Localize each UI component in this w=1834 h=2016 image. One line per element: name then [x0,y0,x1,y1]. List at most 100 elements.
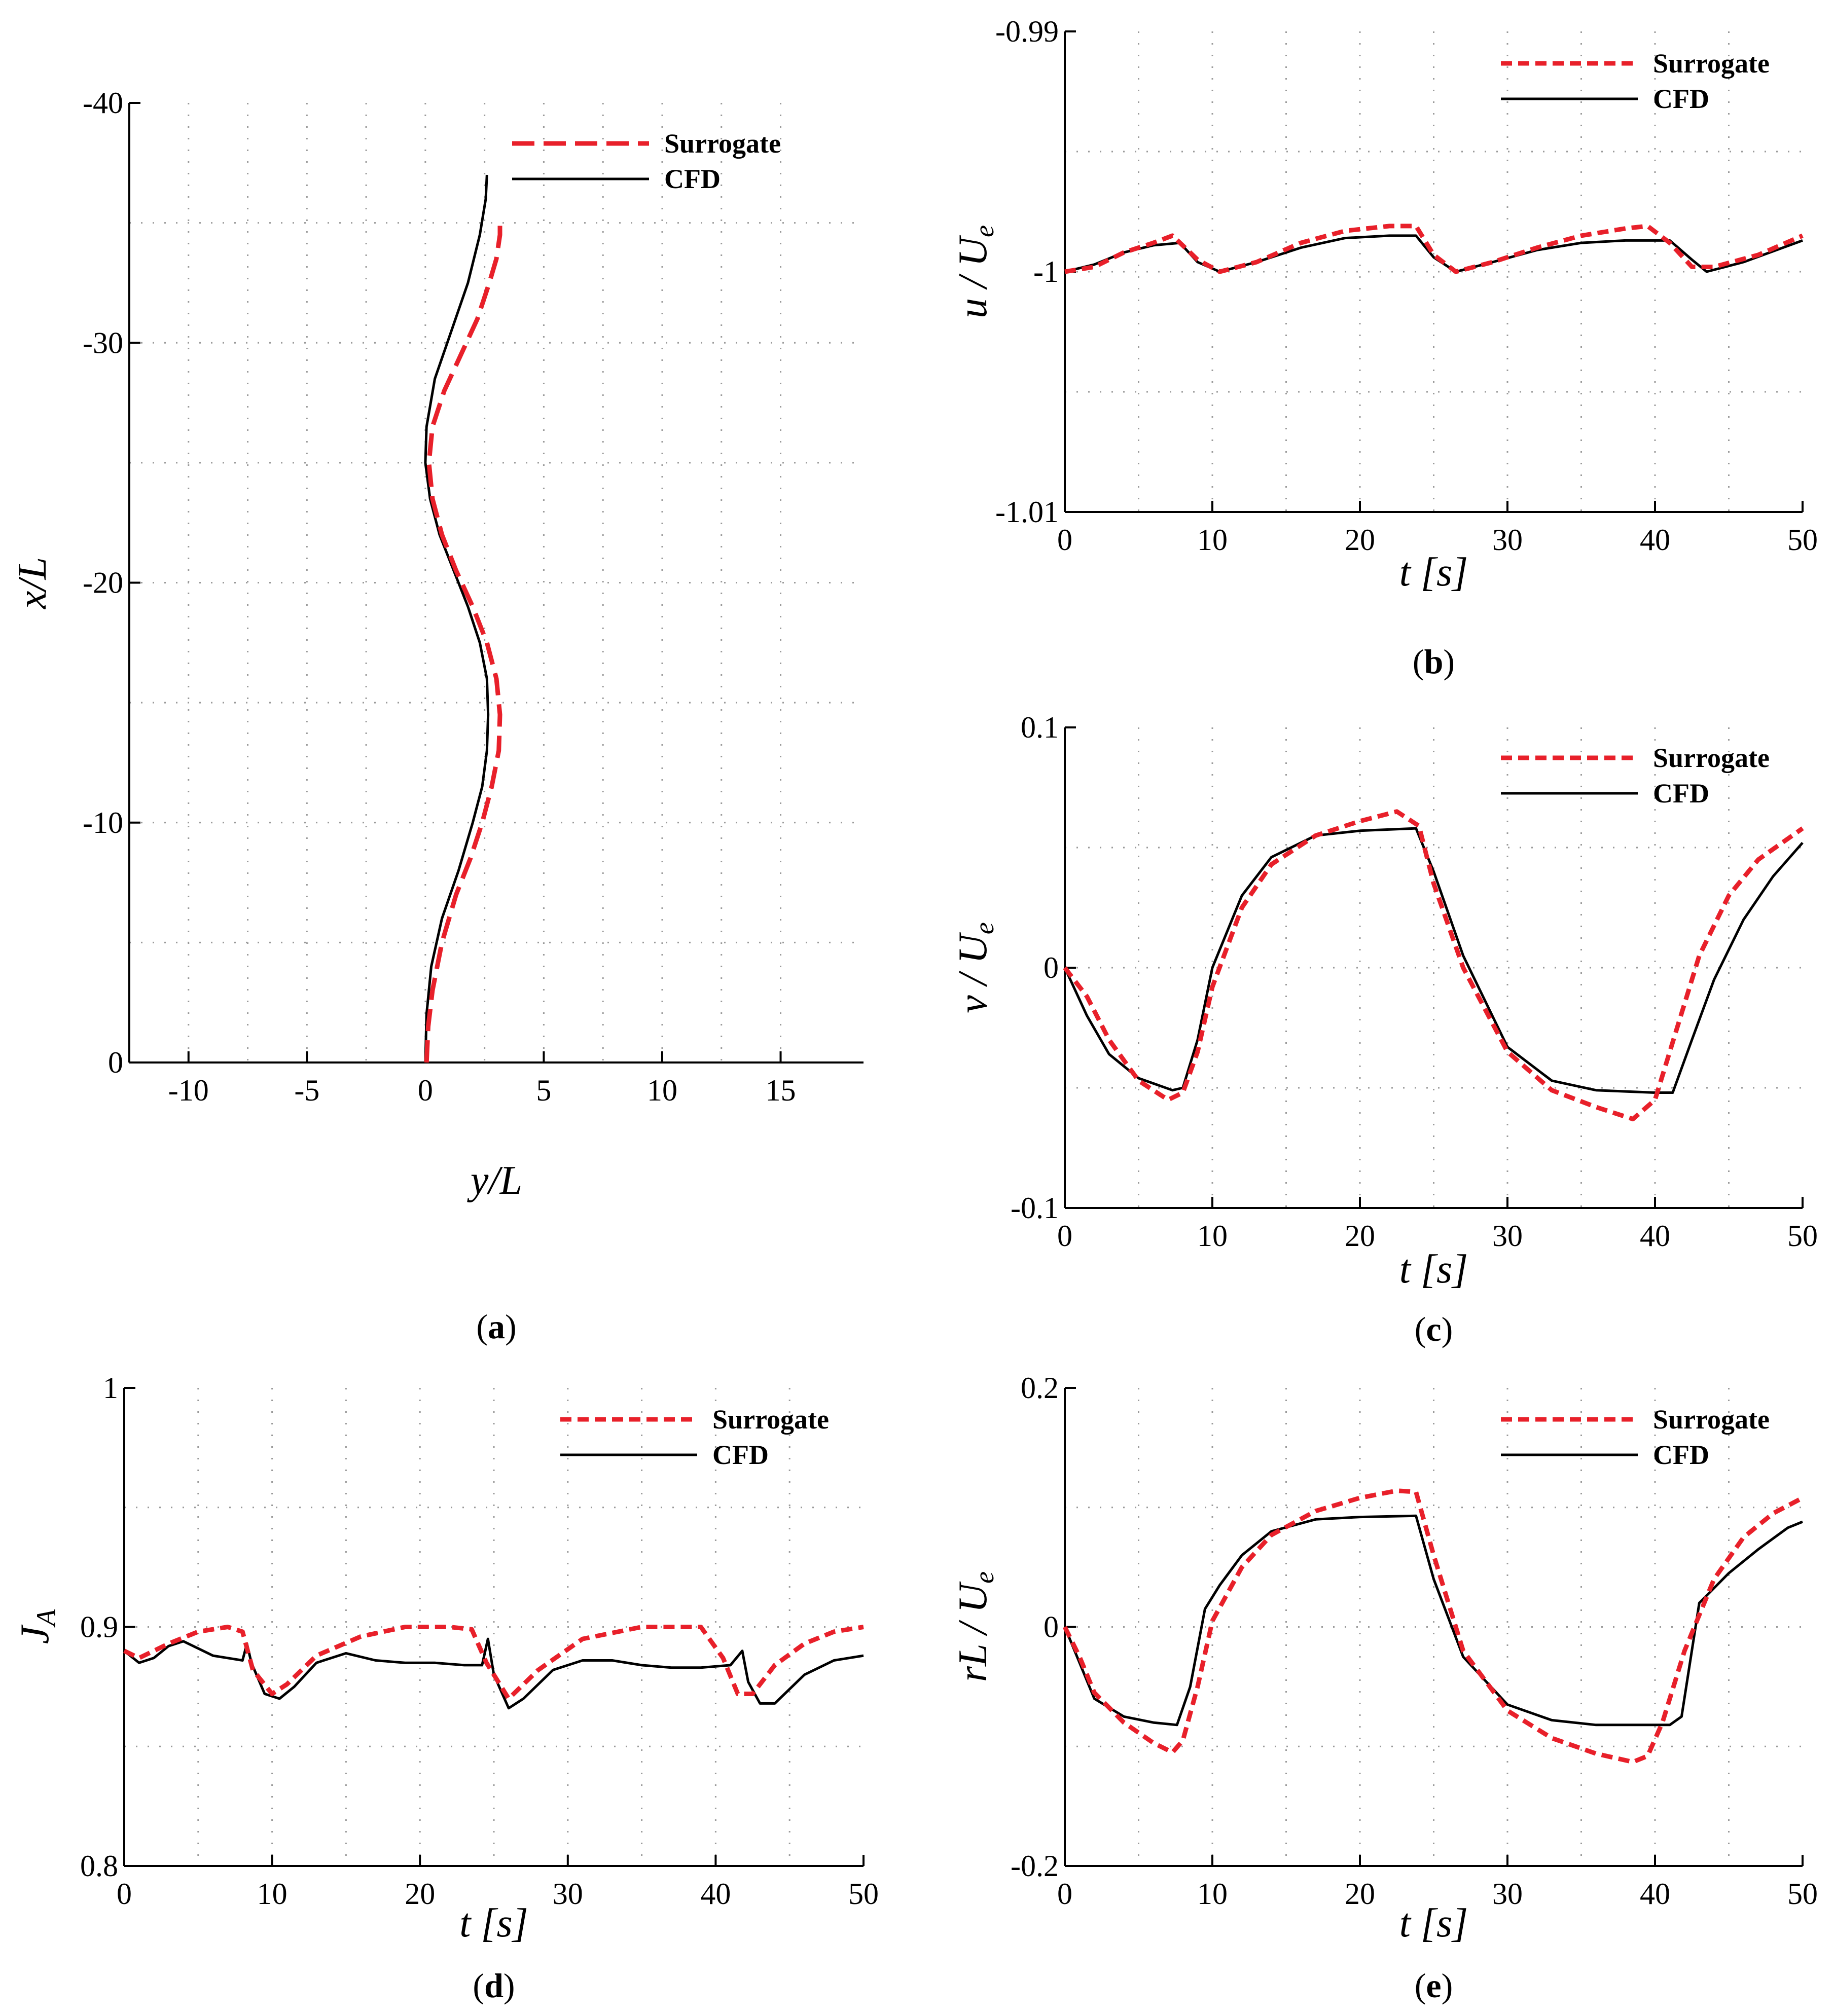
x-tick-label: 0 [418,1074,433,1107]
series-line-surrogate [1062,1488,1804,1765]
series-line-cfd [1063,1514,1803,1727]
series-line-cfd [1063,827,1804,1094]
x-tick-label: 40 [1640,523,1670,557]
x-tick-label: 10 [1197,1219,1228,1253]
x-tick-label: 10 [647,1074,677,1107]
x-tick-label: 30 [1492,523,1523,557]
x-tick-label: 20 [1345,1877,1375,1911]
panel-label-c: (c) [1415,1310,1453,1348]
x-tick-label: 0 [1057,523,1072,557]
legend-label-surrogate: Surrogate [1653,48,1770,79]
legend-label-surrogate: Surrogate [1653,1404,1770,1435]
chart-panel-d: 0 10 20 30 40 50 0.8 0.9 1 t [s] JA Surrogate CFD (d) [13,1371,879,2005]
y-tick-label: 0 [1044,951,1059,984]
legend-label-surrogate: Surrogate [664,128,781,159]
legend-label-cfd: CFD [712,1440,769,1470]
legend-label-cfd: CFD [1653,1440,1709,1470]
y-tick-label: -40 [83,86,123,120]
x-tick-label: -10 [168,1074,209,1107]
x-axis-label: t [s] [459,1901,528,1946]
panel-label-letter: d [484,1966,504,2005]
x-tick-label: 40 [700,1877,731,1911]
x-tick-label: 30 [553,1877,583,1911]
y-axis-label: rL / Ue [951,1571,999,1682]
legend-label-cfd: CFD [1653,778,1709,809]
x-tick-label: 20 [1345,1219,1375,1253]
y-tick-label: -0.99 [995,15,1059,48]
series-line-cfd [1064,234,1803,273]
y-axis-label-main: v / U [951,932,995,1013]
y-tick-label: 0.9 [80,1610,118,1644]
x-tick-label: 10 [1197,523,1228,557]
panel-label-letter: e [1426,1966,1441,2005]
y-axis-label-subscript: e [969,225,999,237]
chart-panel-b: 0 10 20 30 40 50 -1.01 -1 -0.99 t [s] u / Ue Surrog… [951,15,1818,681]
x-axis-label: y/L [467,1158,522,1203]
x-tick-label: 10 [1197,1877,1228,1911]
y-axis-label-subscript: e [969,922,999,934]
series-line-cfd [123,1637,864,1710]
x-tick-label: 0 [1057,1877,1072,1911]
x-tick-label: 5 [536,1074,551,1107]
series-line-surrogate [1064,224,1804,274]
legend-label-cfd: CFD [1653,84,1709,114]
y-axis-label-main: J [13,1624,57,1644]
series-line-surrogate [123,1625,864,1701]
x-tick-label: 0 [1057,1219,1072,1253]
x-tick-label: 50 [1787,523,1818,557]
y-axis-label: u / Ue [951,225,999,318]
panel-label-letter: b [1424,642,1444,681]
x-tick-label: 30 [1492,1877,1523,1911]
panel-label-a: (a) [476,1307,516,1346]
x-axis-label: t [s] [1399,1247,1468,1292]
y-tick-label: -30 [83,326,123,359]
panel-label-letter: c [1426,1310,1441,1348]
y-axis-label-main: x/L [10,557,55,609]
chart-panel-e: 0 10 20 30 40 50-0.200.2t [s]rL / UeSurrogate… [951,1371,1818,2005]
x-tick-label: -5 [294,1074,319,1107]
chart-panel-a: -10 -5 0 5 10 15 0 -10 -20 -30 -40 y/L x/L Surrogate C… [10,86,864,1346]
y-tick-label: 0.1 [1021,711,1059,744]
x-tick-label: 0 [117,1877,132,1911]
y-tick-label: 1 [103,1371,118,1405]
legend-label-cfd: CFD [664,164,721,194]
x-tick-label: 50 [848,1877,879,1911]
y-tick-label: 0.8 [80,1849,118,1883]
legend-b: Surrogate CFD [1501,48,1770,114]
x-tick-label: 40 [1640,1877,1670,1911]
y-tick-label: 0 [108,1046,123,1079]
y-axis-label: JA [13,1609,61,1644]
legend-label-surrogate: Surrogate [712,1404,829,1435]
y-tick-label: -1.01 [995,495,1059,529]
chart-panel-c: 0 10 20 30 40 50-0.100.1t [s]v / UeSurrogateC… [951,711,1818,1348]
y-tick-label: -1 [1033,255,1059,288]
y-axis-label: x/L [10,557,55,609]
legend-c: Surrogate CFD [1501,743,1770,809]
panel-label-d: (d) [473,1966,515,2005]
y-axis-label-main: u / U [951,235,995,318]
series-line-surrogate [424,223,502,1063]
x-tick-label: 50 [1787,1219,1818,1253]
y-tick-label: -0.1 [1011,1191,1059,1225]
x-tick-label: 10 [257,1877,287,1911]
y-axis-label-subscript: A [31,1609,61,1628]
y-axis-label-subscript: e [969,1571,999,1584]
x-axis-label: t [s] [1399,1901,1468,1946]
x-tick-label: 20 [1345,523,1375,557]
series-line-surrogate [1063,809,1804,1122]
panel-label-e: (e) [1415,1966,1453,2005]
y-tick-label: 0.2 [1021,1371,1059,1405]
y-tick-label: 0 [1044,1610,1059,1644]
panel-label-b: (b) [1413,642,1455,681]
y-axis-label-main: rL / U [951,1581,995,1682]
legend-e: Surrogate CFD [1501,1404,1770,1470]
x-tick-label: 15 [766,1074,796,1107]
y-tick-label: -0.2 [1011,1849,1059,1883]
y-axis-label: v / Ue [951,922,999,1013]
x-axis-label: t [s] [1399,550,1468,595]
x-tick-label: 30 [1492,1219,1523,1253]
x-tick-label: 50 [1787,1877,1818,1911]
y-tick-label: -20 [83,566,123,600]
x-tick-label: 40 [1640,1219,1670,1253]
